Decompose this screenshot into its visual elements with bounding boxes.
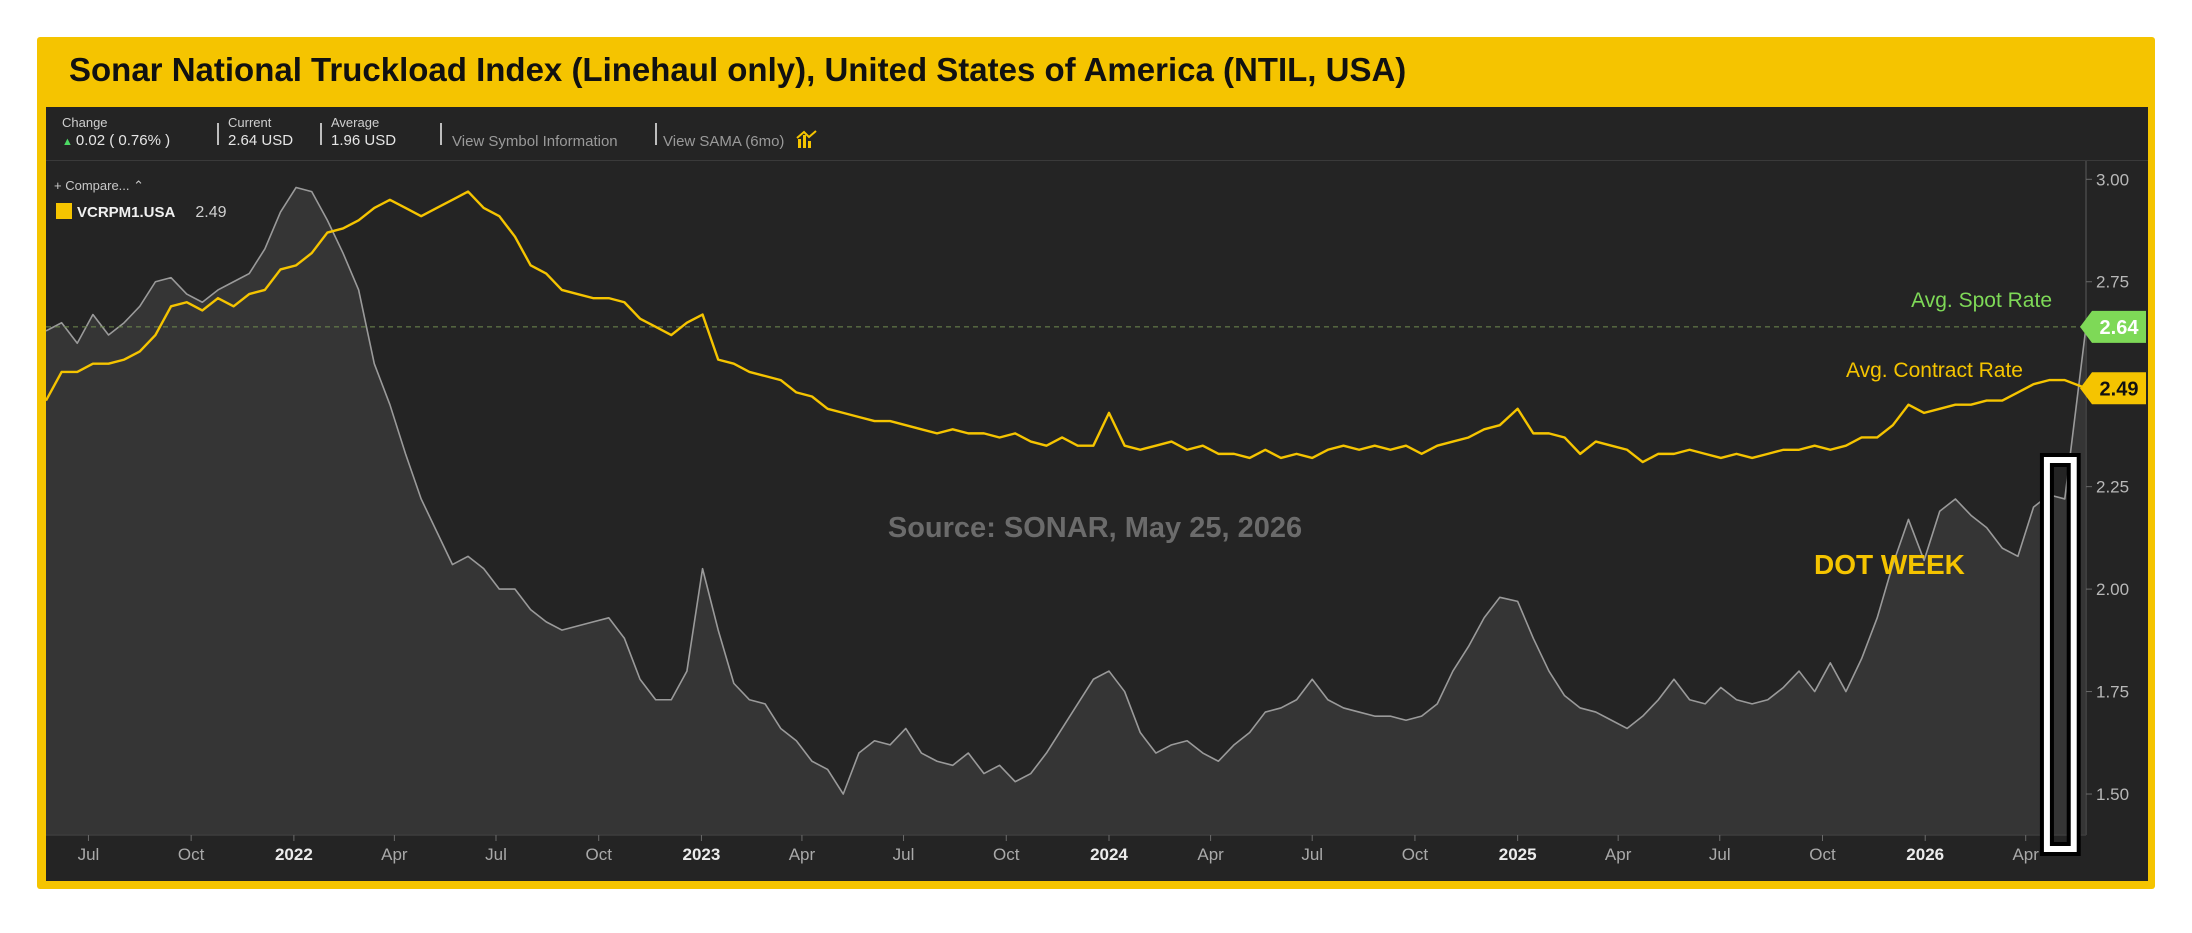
x-tick-label: Oct: [178, 845, 205, 864]
change-value-wrap: ▲ 0.02 ( 0.76% ): [62, 132, 170, 149]
spot-value-badge: 2.64: [2080, 310, 2146, 343]
spot-rate-line: [46, 186, 2087, 795]
contract-value-badge: 2.49: [2080, 372, 2146, 405]
x-tick-label: Jul: [1301, 845, 1323, 864]
change-stat: Change ▲ 0.02 ( 0.76% ): [62, 115, 170, 149]
view-sama-link[interactable]: View SAMA (6mo): [663, 133, 785, 150]
x-tick-label: Oct: [1809, 845, 1836, 864]
current-label: Current: [228, 115, 272, 130]
legend-series-value: 2.49: [195, 204, 227, 221]
average-stat: Average 1.96 USD: [331, 115, 396, 149]
spot-rate-area: [46, 187, 2086, 836]
x-tick-label: Oct: [585, 845, 612, 864]
chart-panel: Change ▲ 0.02 ( 0.76% ) Current 2.64 USD …: [46, 107, 2148, 881]
x-tick-label: Apr: [381, 845, 408, 864]
compare-button[interactable]: + Compare... ⌃: [54, 178, 145, 193]
current-stat: Current 2.64 USD: [228, 115, 293, 149]
stats-divider: [440, 123, 442, 145]
spot-rate-label: Avg. Spot Rate: [1911, 289, 2052, 312]
chart-frame: Sonar National Truckload Index (Linehaul…: [37, 37, 2155, 889]
average-label: Average: [331, 115, 380, 130]
x-tick-label: Apr: [1605, 845, 1632, 864]
stats-divider: [655, 123, 657, 145]
change-value: 0.02 ( 0.76% ): [75, 132, 171, 149]
y-tick-label: 1.75: [2096, 683, 2129, 702]
x-tick-label: Jul: [893, 845, 915, 864]
average-value: 1.96 USD: [331, 132, 397, 149]
x-tick-label: Apr: [2012, 845, 2039, 864]
x-tick-label: 2024: [1090, 845, 1128, 864]
y-tick-label: 1.50: [2096, 785, 2129, 804]
stats-divider: [217, 123, 219, 145]
contract-rate-label: Avg. Contract Rate: [1846, 359, 2023, 382]
source-watermark: Source: SONAR, May 25, 2026: [888, 512, 1302, 544]
legend-swatch: [56, 203, 72, 219]
up-arrow-icon: ▲: [62, 136, 73, 148]
y-tick-label: 2.75: [2096, 273, 2129, 292]
x-tick-label: Jul: [78, 845, 100, 864]
x-tick-label: Jul: [485, 845, 507, 864]
contract-value-text: 2.49: [2100, 378, 2139, 400]
x-tick-label: 2025: [1499, 845, 1537, 864]
x-tick-label: 2022: [275, 845, 313, 864]
legend-series-name: VCRPM1.USA: [77, 204, 176, 221]
x-tick-label: 2023: [683, 845, 721, 864]
change-label: Change: [62, 115, 108, 130]
dot-week-box-inner: [2043, 457, 2077, 852]
sama-chart-icon[interactable]: [796, 130, 818, 150]
y-tick-label: 2.00: [2096, 580, 2129, 599]
view-symbol-link[interactable]: View Symbol Information: [452, 133, 618, 150]
header-divider: [46, 160, 2148, 161]
x-tick-label: Jul: [1709, 845, 1731, 864]
current-value: 2.64 USD: [228, 132, 294, 149]
x-tick-label: Oct: [993, 845, 1020, 864]
chart-plot: 3.002.752.502.252.001.751.50JulOct2022Ap…: [46, 161, 2146, 864]
x-tick-label: Apr: [1197, 845, 1224, 864]
x-tick-label: Apr: [789, 845, 816, 864]
spot-value-text: 2.64: [2100, 317, 2140, 339]
y-tick-label: 2.25: [2096, 478, 2129, 497]
chart-title: Sonar National Truckload Index (Linehaul…: [69, 51, 1407, 88]
x-tick-label: 2026: [1906, 845, 1944, 864]
contract-rate-line: [46, 190, 2087, 464]
legend: VCRPM1.USA 2.49: [56, 203, 227, 222]
y-tick-label: 3.00: [2096, 170, 2129, 189]
dot-week-label: DOT WEEK: [1814, 549, 1965, 580]
x-tick-label: Oct: [1402, 845, 1429, 864]
stats-divider: [320, 123, 322, 145]
